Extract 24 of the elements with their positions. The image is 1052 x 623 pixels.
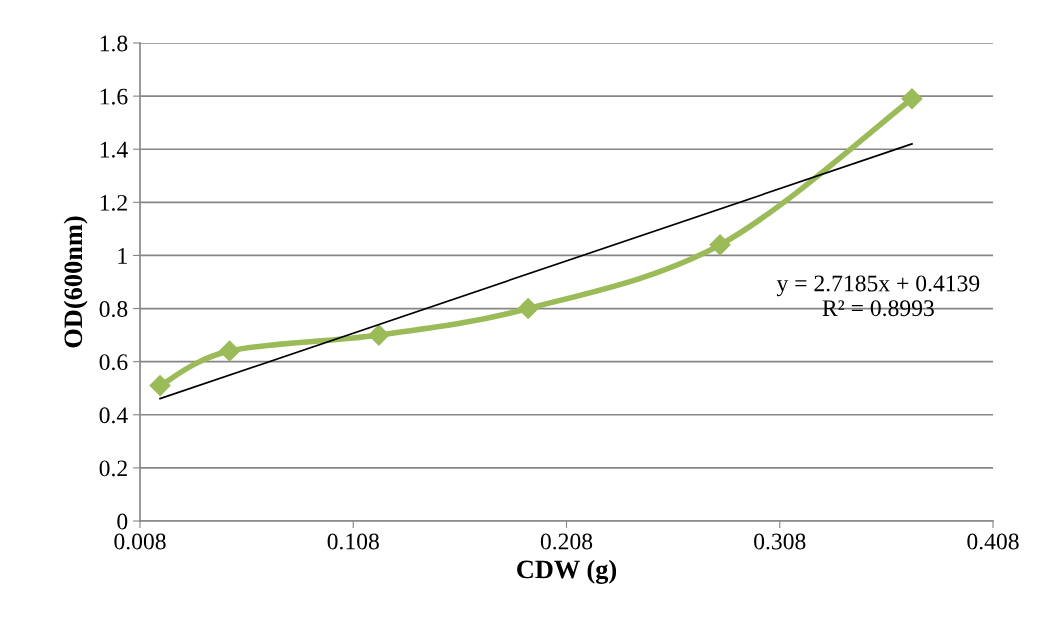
y-axis-title: OD(600nm) — [63, 216, 88, 348]
y-tick-label: 1.6 — [100, 88, 128, 105]
point — [368, 324, 390, 346]
y-tick-label: 0.8 — [99, 301, 128, 318]
annotation: y = 2.7185x + 0.4139 R² = 0.8993 — [776, 275, 980, 317]
x-tick-label: 0.108 — [327, 533, 379, 550]
y-tick-label: 1.2 — [100, 194, 127, 211]
y-tick-label: 0.2 — [99, 460, 127, 477]
point — [149, 375, 171, 397]
point — [709, 234, 731, 256]
y-tick-label: 1 — [118, 248, 127, 264]
x-tick-label: 0.208 — [540, 533, 593, 550]
x-axis-title: CDW (g) — [517, 559, 617, 584]
y-tick-label: 1.4 — [100, 141, 128, 158]
y-tick-label: 0 — [117, 513, 128, 530]
y-tick-label: 1.8 — [100, 35, 128, 52]
point — [219, 340, 241, 362]
y-tick-label: 0.6 — [99, 354, 128, 371]
point — [517, 298, 539, 320]
x-tick-label: 0.308 — [754, 533, 806, 550]
x-tick-label: 0.008 — [114, 533, 166, 550]
y-tick-label: 0.4 — [99, 407, 128, 424]
point — [901, 88, 923, 110]
x-tick-label: 0.408 — [967, 533, 1019, 550]
